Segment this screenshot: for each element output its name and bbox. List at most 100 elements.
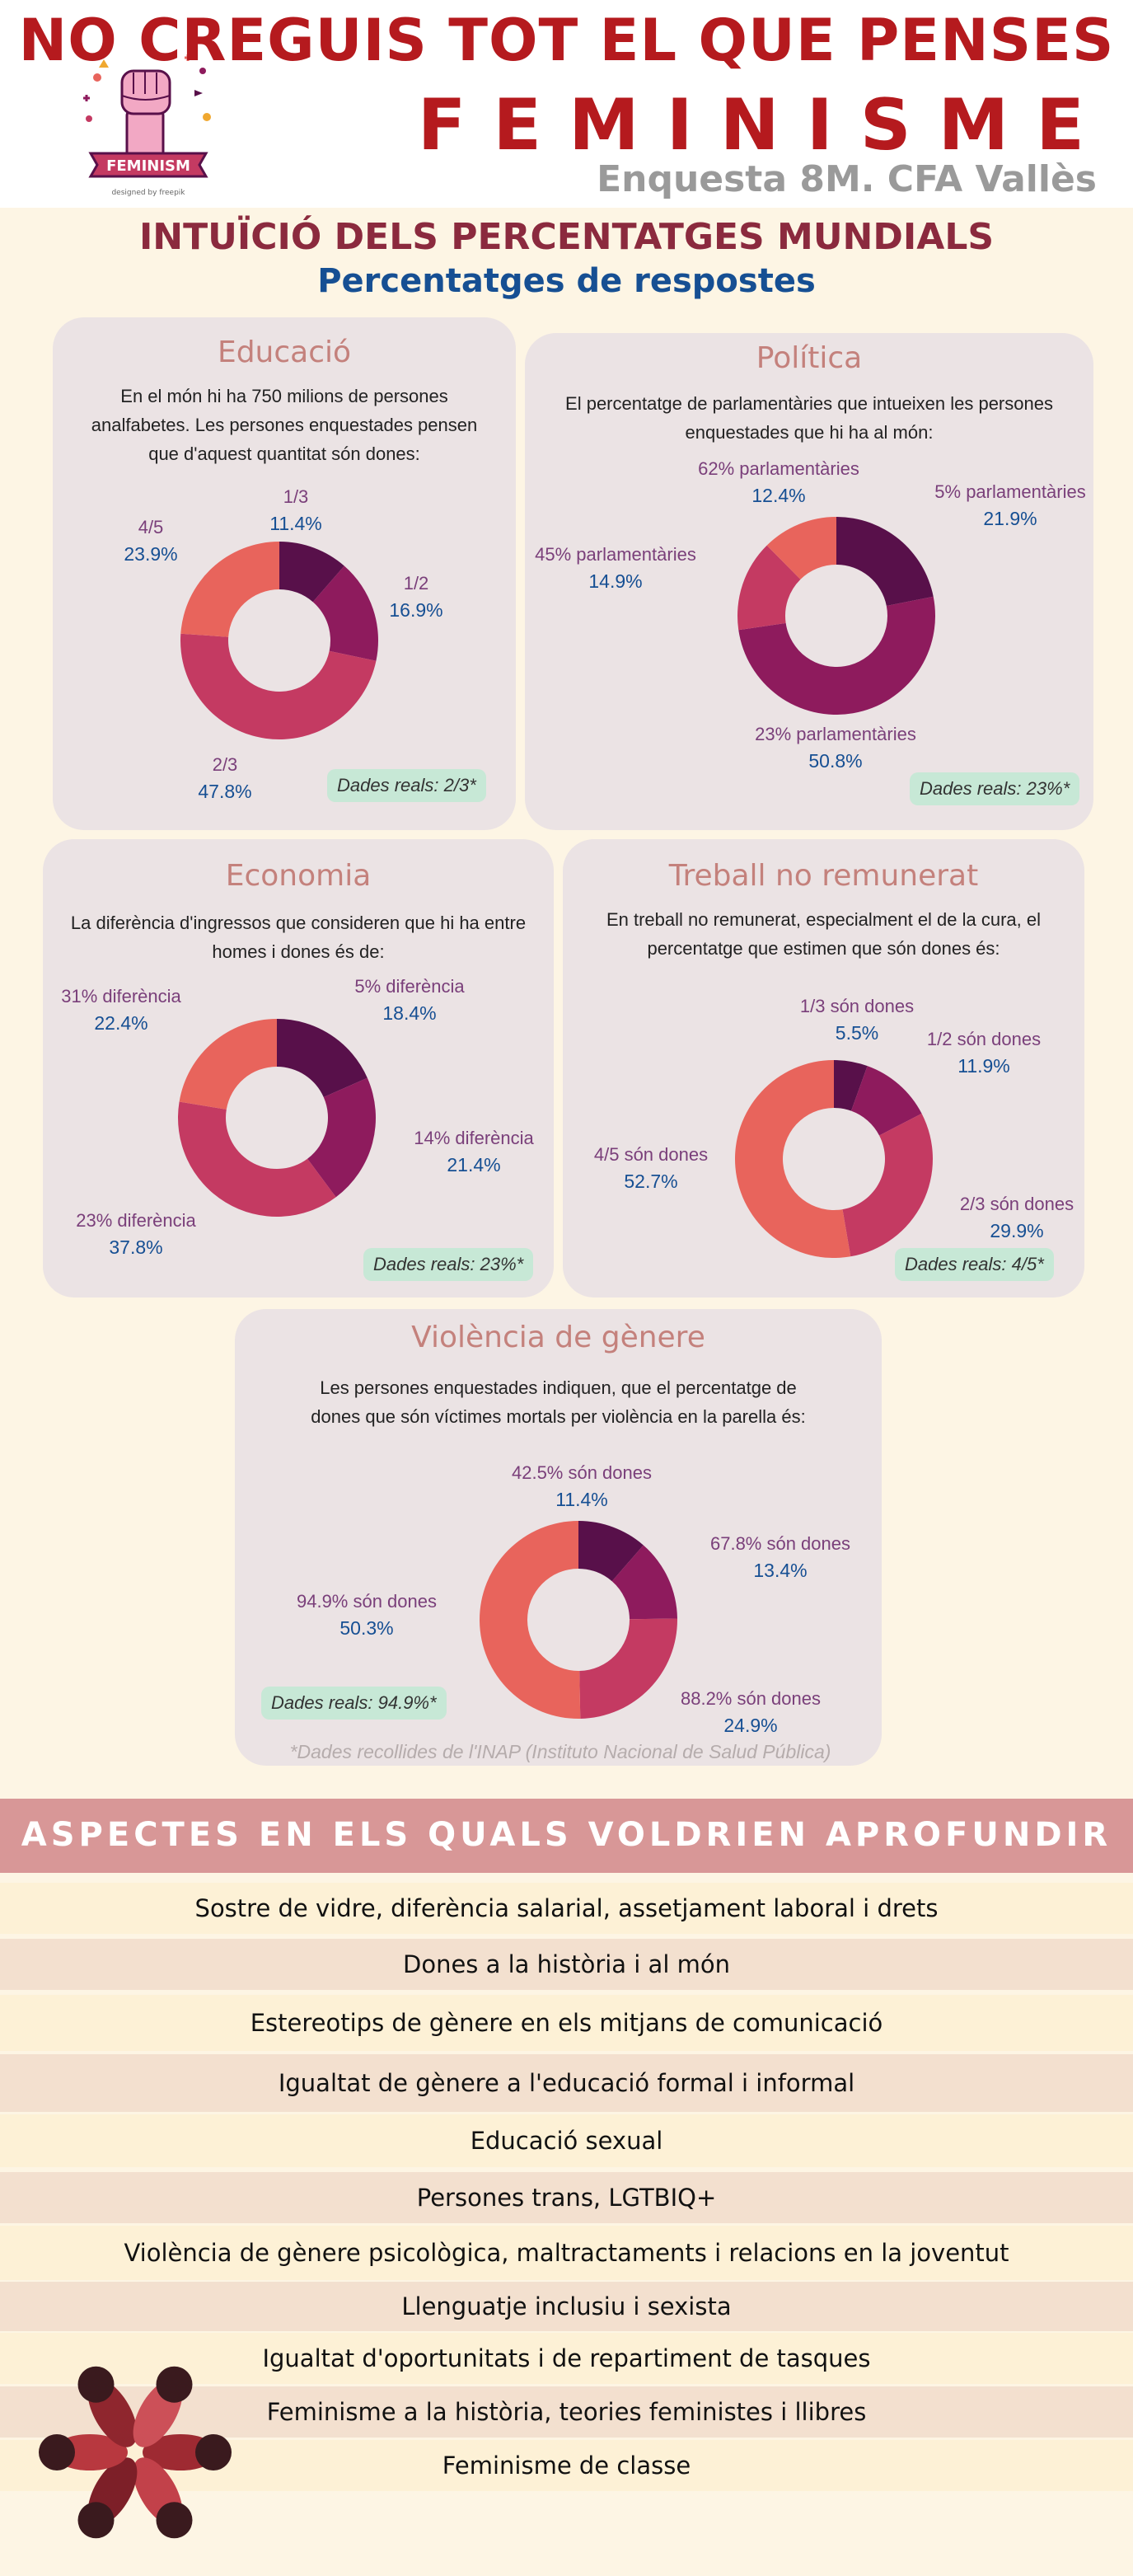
aspect-label: Dones a la història i al món [403,1950,730,1978]
slice-category: 88.2% són dones [680,1688,822,1709]
aspect-label: Igualtat de gènere a l'educació formal i… [278,2069,855,2097]
aspect-row: Igualtat de gènere a l'educació formal i… [0,2054,1133,2112]
donut-slice [579,1618,677,1719]
slice-value: 50.8% [808,750,863,772]
donut-slice [834,1060,868,1111]
fist-icon [120,69,171,163]
slice-category: 4/5 [138,517,164,537]
slice-category: 23% parlamentàries [755,724,916,744]
aspect-row: Estereotips de gènere en els mitjans de … [0,1995,1133,2051]
slice-value: 23.9% [124,543,178,565]
slice-category: 45% parlamentàries [535,544,696,565]
real-data-badge: Dades reals: 23%* [363,1248,534,1281]
donut-slice [851,1066,922,1136]
aspect-label: Sostre de vidre, diferència salarial, as… [194,1894,939,1922]
chart-title: Violència de gènere [411,1321,705,1354]
slice-value: 11.4% [555,1489,608,1510]
aspect-row: Violència de gènere psicològica, maltrac… [0,2226,1133,2280]
chart-title: Educació [217,335,352,369]
donut-chart [180,542,378,740]
slice-label: 4/5 23.9% [60,517,241,565]
slice-value: 22.4% [94,1012,148,1034]
women-figures-icon [39,2366,232,2539]
slice-category: 42.5% són dones [511,1462,653,1483]
slice-category: 31% diferència [61,986,181,1006]
aspect-label: Persones trans, LGTBIQ+ [416,2184,717,2212]
real-data-badge: Dades reals: 2/3* [327,769,486,802]
aspect-row: Igualtat d'oportunitats i de repartiment… [0,2333,1133,2384]
chart-description: El percentatge de parlamentàries que int… [565,393,1053,443]
slice-value: 18.4% [382,1002,437,1024]
donut-chart [737,517,935,715]
real-data-badge: Dades reals: 23%* [910,772,1080,805]
donut-slice [178,1101,336,1217]
slice-category: 1/2 [403,573,429,594]
chart-description: Les persones enquestades indiquen, que e… [311,1377,806,1427]
slice-label: 23% diferència 37.8% [45,1210,227,1259]
slice-value: 47.8% [198,781,252,802]
donut-chart [735,1060,933,1258]
donut-slice [738,596,935,715]
donut-slice [735,1060,851,1258]
main-title: NO CREGUIS TOT EL QUE PENSES [18,7,1115,74]
chart-card-educacio: Educació En el món hi ha 750 milions de … [53,317,516,830]
donut-chart [178,1019,376,1217]
slice-value: 50.3% [339,1617,394,1639]
aspect-row: Educació sexual [0,2114,1133,2167]
aspect-row: Sostre de vidre, diferència salarial, as… [0,1883,1133,1934]
donut-chart [480,1521,677,1719]
chart-card-politica: Política El percentatge de parlamentàrie… [525,333,1093,830]
slice-value: 24.9% [723,1715,778,1736]
real-data-badge: Dades reals: 4/5* [895,1248,1054,1281]
slice-label: 1/3 11.4% [205,486,386,535]
slice-value: 37.8% [109,1236,163,1258]
aspect-label: Igualtat d'oportunitats i de repartiment… [262,2344,871,2372]
chart-title: Política [756,341,863,375]
slice-label: 1/3 són dones 5.5% [766,996,948,1044]
slice-label: 1/2 són dones 11.9% [893,1029,1074,1077]
section-title: INTUÏCIÓ DELS PERCENTATGES MUNDIALS [138,216,995,258]
slice-category: 94.9% són dones [296,1591,438,1612]
chart-card-violencia: Violència de gènere Les persones enquest… [235,1309,882,1766]
slice-label: 31% diferència 22.4% [30,986,212,1035]
aspect-label: Educació sexual [470,2127,663,2155]
chart-description: En treball no remunerat, especialment el… [606,909,1042,959]
slice-value: 16.9% [389,599,443,621]
slice-label: 1/2 16.9% [325,573,507,622]
slice-category: 14% diferència [414,1128,534,1148]
survey-subtitle: Enquesta 8M. CFA Vallès [597,158,1097,200]
aspect-row: Persones trans, LGTBIQ+ [0,2172,1133,2223]
chart-description: La diferència d'ingressos que consideren… [70,913,527,962]
chart-description: En el món hi ha 750 milions de persones … [91,386,478,464]
brand-title: FEMINISME [417,84,1112,167]
slice-value: 12.4% [751,485,806,506]
donut-slice [842,1113,933,1257]
slice-value: 13.4% [753,1560,808,1581]
slice-label: 88.2% són dones 24.9% [660,1688,841,1737]
slice-label: 2/3 47.8% [134,754,316,803]
aspect-row: Dones a la història i al món [0,1939,1133,1990]
donut-slice [578,1521,644,1582]
slice-category: 1/3 [283,486,309,507]
confetti-decoration [83,54,211,122]
slice-value: 11.9% [957,1055,1010,1077]
raised-fist-logo: FEMINISM designed by freepik [83,54,211,197]
chart-title: Treball no remunerat [668,859,979,893]
aspect-row: Llenguatje inclusiu i sexista [0,2282,1133,2331]
slice-value: 52.7% [624,1171,678,1192]
slice-label: 67.8% són dones 13.4% [690,1533,871,1582]
aspect-label: Llenguatje inclusiu i sexista [401,2292,732,2320]
chart-title: Economia [225,859,372,893]
slice-category: 5% diferència [354,976,465,997]
slice-category: 62% parlamentàries [698,458,859,479]
slice-category: 2/3 són dones [959,1194,1074,1214]
slice-label: 23% parlamentàries 50.8% [745,724,926,772]
slice-label: 4/5 són dones 52.7% [560,1144,742,1193]
slice-value: 14.9% [588,570,643,592]
slice-label: 45% parlamentàries 14.9% [525,544,706,593]
donut-slice [179,1019,277,1110]
slice-value: 5.5% [835,1022,879,1044]
slice-label: 62% parlamentàries 12.4% [688,458,869,507]
slice-category: 5% parlamentàries [934,481,1086,502]
aspects-header-band [0,1799,1133,1873]
